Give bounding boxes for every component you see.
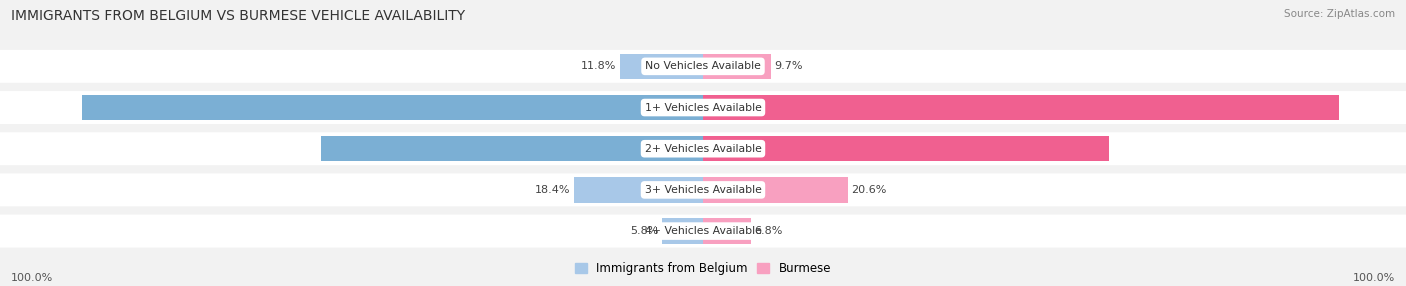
Bar <box>620 53 703 79</box>
Bar <box>321 136 703 162</box>
Text: IMMIGRANTS FROM BELGIUM VS BURMESE VEHICLE AVAILABILITY: IMMIGRANTS FROM BELGIUM VS BURMESE VEHIC… <box>11 9 465 23</box>
FancyBboxPatch shape <box>0 132 1406 165</box>
Text: 57.8%: 57.8% <box>1361 144 1399 154</box>
FancyBboxPatch shape <box>0 50 1406 83</box>
Text: 5.8%: 5.8% <box>630 226 658 236</box>
FancyBboxPatch shape <box>0 173 1406 206</box>
Bar <box>703 218 751 244</box>
FancyBboxPatch shape <box>0 214 1406 248</box>
Bar <box>703 95 1339 120</box>
Text: 100.0%: 100.0% <box>1353 273 1395 283</box>
Text: 11.8%: 11.8% <box>581 61 616 71</box>
Text: 2+ Vehicles Available: 2+ Vehicles Available <box>644 144 762 154</box>
Text: 100.0%: 100.0% <box>11 273 53 283</box>
Bar <box>703 177 848 203</box>
Text: 6.8%: 6.8% <box>754 226 783 236</box>
Text: 18.4%: 18.4% <box>534 185 571 195</box>
Text: 54.3%: 54.3% <box>7 144 45 154</box>
Text: 20.6%: 20.6% <box>852 185 887 195</box>
Text: 88.4%: 88.4% <box>7 103 46 112</box>
Text: 3+ Vehicles Available: 3+ Vehicles Available <box>644 185 762 195</box>
Text: Source: ZipAtlas.com: Source: ZipAtlas.com <box>1284 9 1395 19</box>
Bar <box>703 53 772 79</box>
Bar <box>662 218 703 244</box>
Text: 4+ Vehicles Available: 4+ Vehicles Available <box>644 226 762 236</box>
Bar <box>82 95 703 120</box>
Text: No Vehicles Available: No Vehicles Available <box>645 61 761 71</box>
Legend: Immigrants from Belgium, Burmese: Immigrants from Belgium, Burmese <box>571 258 835 280</box>
Text: 9.7%: 9.7% <box>775 61 803 71</box>
Bar <box>703 136 1109 162</box>
Text: 1+ Vehicles Available: 1+ Vehicles Available <box>644 103 762 112</box>
Text: 90.4%: 90.4% <box>1360 103 1399 112</box>
Bar <box>574 177 703 203</box>
FancyBboxPatch shape <box>0 91 1406 124</box>
